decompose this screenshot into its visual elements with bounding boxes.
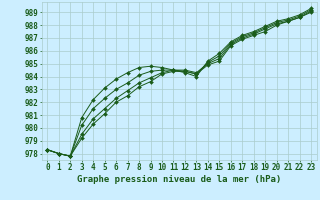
X-axis label: Graphe pression niveau de la mer (hPa): Graphe pression niveau de la mer (hPa) <box>77 175 281 184</box>
